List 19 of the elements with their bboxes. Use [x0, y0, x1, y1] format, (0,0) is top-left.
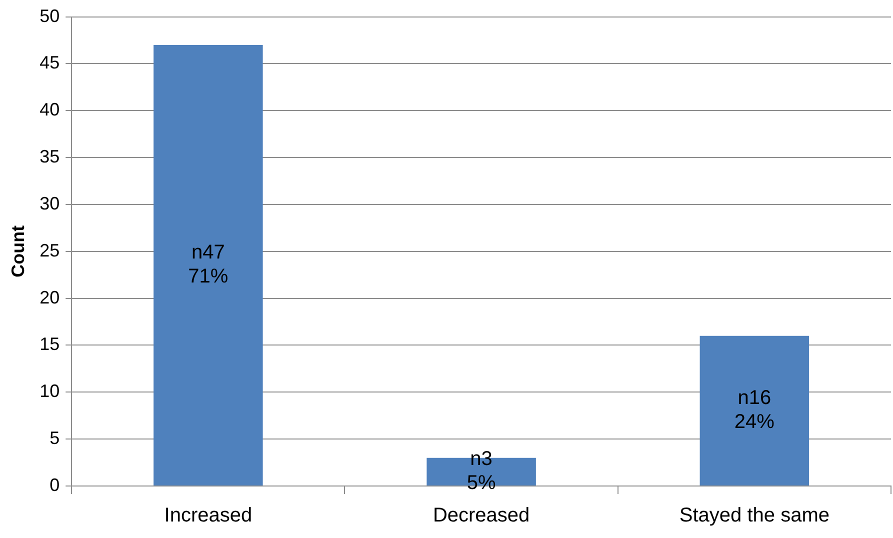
- y-axis-title: Count: [8, 225, 28, 278]
- y-tick-label: 50: [40, 6, 60, 26]
- data-label: n16 24%: [734, 387, 775, 434]
- data-label: n47 71%: [188, 242, 228, 288]
- y-tick-label: 35: [40, 146, 60, 167]
- bar: [154, 44, 263, 486]
- x-tick-label: Stayed the same: [679, 504, 830, 527]
- x-tick-label: Decreased: [432, 504, 530, 527]
- y-tick-label: 40: [40, 100, 60, 120]
- bar: [700, 336, 810, 486]
- y-tick-label: 5: [50, 428, 60, 448]
- y-tick-label: 0: [50, 474, 60, 495]
- y-tick-label: 10: [40, 381, 60, 402]
- y-tick-label: 15: [40, 334, 60, 354]
- y-tick-label: 25: [40, 240, 60, 260]
- y-tick-label: 30: [40, 193, 60, 214]
- x-tick-label: Increased: [164, 504, 252, 527]
- y-tick-label: 45: [40, 52, 60, 73]
- y-tick-label: 20: [40, 287, 60, 308]
